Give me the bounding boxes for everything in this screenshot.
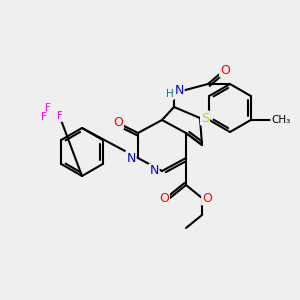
Text: F: F [45,103,51,113]
Text: N: N [126,152,136,164]
Text: S: S [201,112,209,124]
Text: CH₃: CH₃ [271,115,290,125]
Text: F: F [41,112,47,122]
Text: H: H [166,89,174,99]
Text: N: N [174,85,184,98]
Text: N: N [149,164,159,178]
Text: O: O [202,191,212,205]
Text: O: O [159,193,169,206]
Text: O: O [113,116,123,128]
Text: O: O [220,64,230,76]
Text: F: F [57,111,63,121]
